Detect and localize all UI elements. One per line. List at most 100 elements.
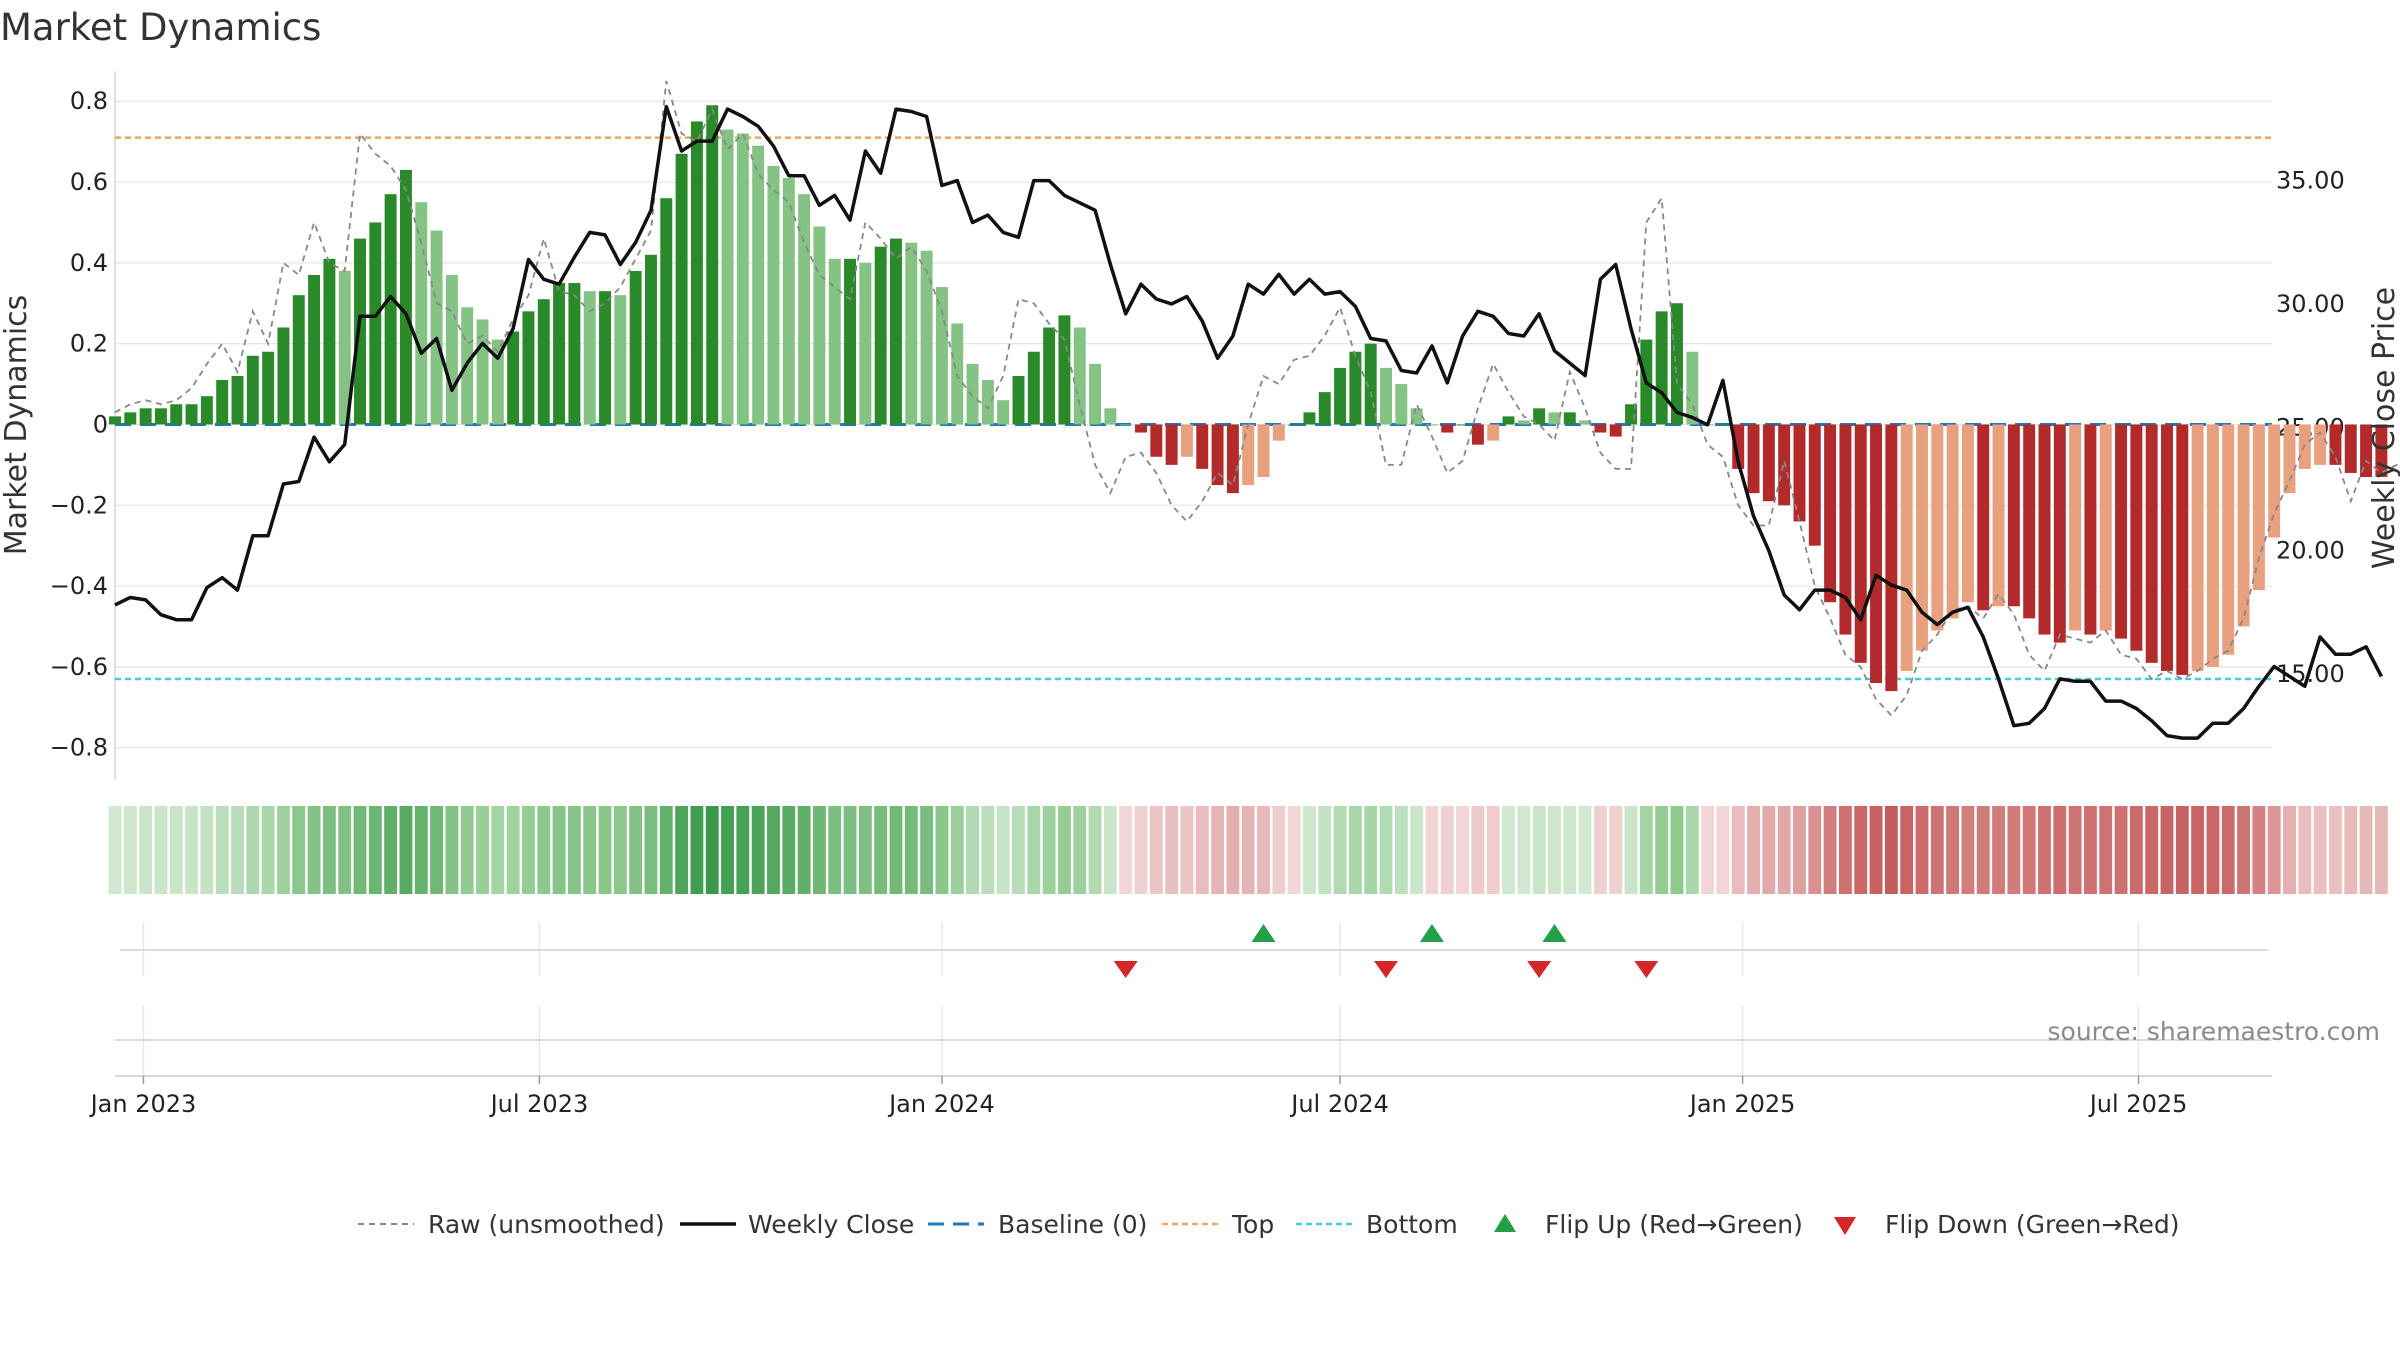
- bar: [308, 274, 321, 425]
- y-tick-label: −0.6: [50, 653, 108, 681]
- heat-cell: [430, 806, 444, 894]
- heat-cell: [1348, 806, 1362, 894]
- legend-flip-up-marker: [1494, 1214, 1516, 1232]
- heat-cell: [1716, 806, 1730, 894]
- bar: [1226, 424, 1239, 494]
- bar: [2268, 424, 2281, 538]
- bar: [1793, 424, 1806, 522]
- y-tick-label: 0.4: [70, 249, 108, 277]
- chart-title: Market Dynamics: [0, 6, 321, 49]
- bar: [1762, 424, 1775, 502]
- bar: [124, 412, 137, 425]
- heat-cell: [476, 806, 489, 894]
- bar: [1410, 408, 1423, 425]
- bar: [139, 408, 152, 425]
- bar: [1104, 408, 1117, 425]
- bar: [1288, 424, 1301, 426]
- heat-cell: [1456, 806, 1470, 894]
- bar: [782, 178, 795, 425]
- bar: [1272, 424, 1285, 441]
- heat-cell: [2329, 806, 2342, 894]
- bar: [1870, 424, 1883, 684]
- heat-cell: [1425, 806, 1439, 894]
- heat-cell: [2099, 806, 2113, 894]
- bar: [1716, 424, 1729, 426]
- heat-cell: [1042, 806, 1056, 894]
- heat-cell: [828, 806, 842, 894]
- heat-cell: [1548, 806, 1561, 894]
- bar: [491, 339, 504, 425]
- heat-cell: [1471, 806, 1485, 894]
- bar: [430, 230, 443, 425]
- bar: [1471, 424, 1484, 445]
- bar: [1487, 424, 1500, 441]
- bar: [844, 258, 857, 425]
- bar: [828, 258, 841, 425]
- heat-cell: [1165, 806, 1179, 894]
- bar: [384, 194, 397, 425]
- heat-cell: [384, 806, 398, 894]
- heat-cell: [1578, 806, 1592, 894]
- heat-cell: [1701, 806, 1715, 894]
- bar: [752, 145, 765, 425]
- bar: [2191, 424, 2204, 671]
- x-tick-label: Jul 2025: [2088, 1090, 2188, 1118]
- heat-cell: [1318, 806, 1332, 894]
- bar: [277, 327, 290, 425]
- bar: [1579, 420, 1592, 425]
- bar: [1257, 424, 1270, 477]
- bar: [1824, 424, 1837, 603]
- raw-series-line: [114, 80, 2400, 717]
- bar: [1670, 303, 1683, 425]
- flip-up-marker: [1419, 924, 1444, 942]
- bar: [798, 194, 811, 425]
- bar: [767, 165, 780, 425]
- bar: [2283, 424, 2296, 494]
- heat-cell: [598, 806, 612, 894]
- bar: [1119, 424, 1132, 426]
- heat-cell: [2038, 806, 2051, 894]
- bar: [736, 133, 749, 425]
- bar: [1043, 327, 1056, 425]
- bar: [966, 363, 979, 425]
- bar: [2360, 424, 2373, 477]
- flip-down-marker: [1634, 961, 1659, 978]
- heat-cell: [858, 806, 872, 894]
- heat-cell: [904, 806, 918, 894]
- y2-axis-label: Weekly Close Price: [2367, 287, 2400, 569]
- bar: [1548, 412, 1561, 425]
- heat-cell: [1869, 806, 1883, 894]
- heat-cell: [950, 806, 964, 894]
- x-tick-label: Jul 2023: [489, 1090, 589, 1118]
- heat-cell: [583, 806, 597, 894]
- bar: [675, 153, 688, 425]
- bar: [1211, 424, 1224, 486]
- heat-cell: [935, 806, 949, 894]
- bar: [997, 400, 1010, 425]
- bar: [981, 380, 994, 425]
- bar: [1196, 424, 1209, 469]
- bar: [890, 238, 902, 425]
- heat-cell: [629, 806, 643, 894]
- bar: [1318, 392, 1331, 425]
- heat-cell: [200, 806, 214, 894]
- heat-cell: [154, 806, 168, 894]
- bar: [537, 299, 550, 425]
- heat-cell: [1593, 806, 1607, 894]
- legend-bottom-label: Bottom: [1366, 1210, 1458, 1239]
- y-tick-label: −0.8: [50, 734, 108, 762]
- heat-cell: [981, 806, 995, 894]
- bar: [1441, 424, 1454, 433]
- bar: [154, 408, 167, 425]
- heat-cell: [659, 806, 673, 894]
- bar: [1027, 351, 1040, 425]
- heat-cell: [277, 806, 290, 894]
- flip-panel: [120, 922, 2268, 976]
- bar: [445, 274, 458, 425]
- legend-top-label: Top: [1231, 1210, 1274, 1239]
- heat-cell: [1930, 806, 1944, 894]
- heat-cell: [2267, 806, 2281, 894]
- heat-cell: [123, 806, 137, 894]
- flip-down-marker: [1374, 961, 1399, 978]
- bar: [231, 375, 244, 425]
